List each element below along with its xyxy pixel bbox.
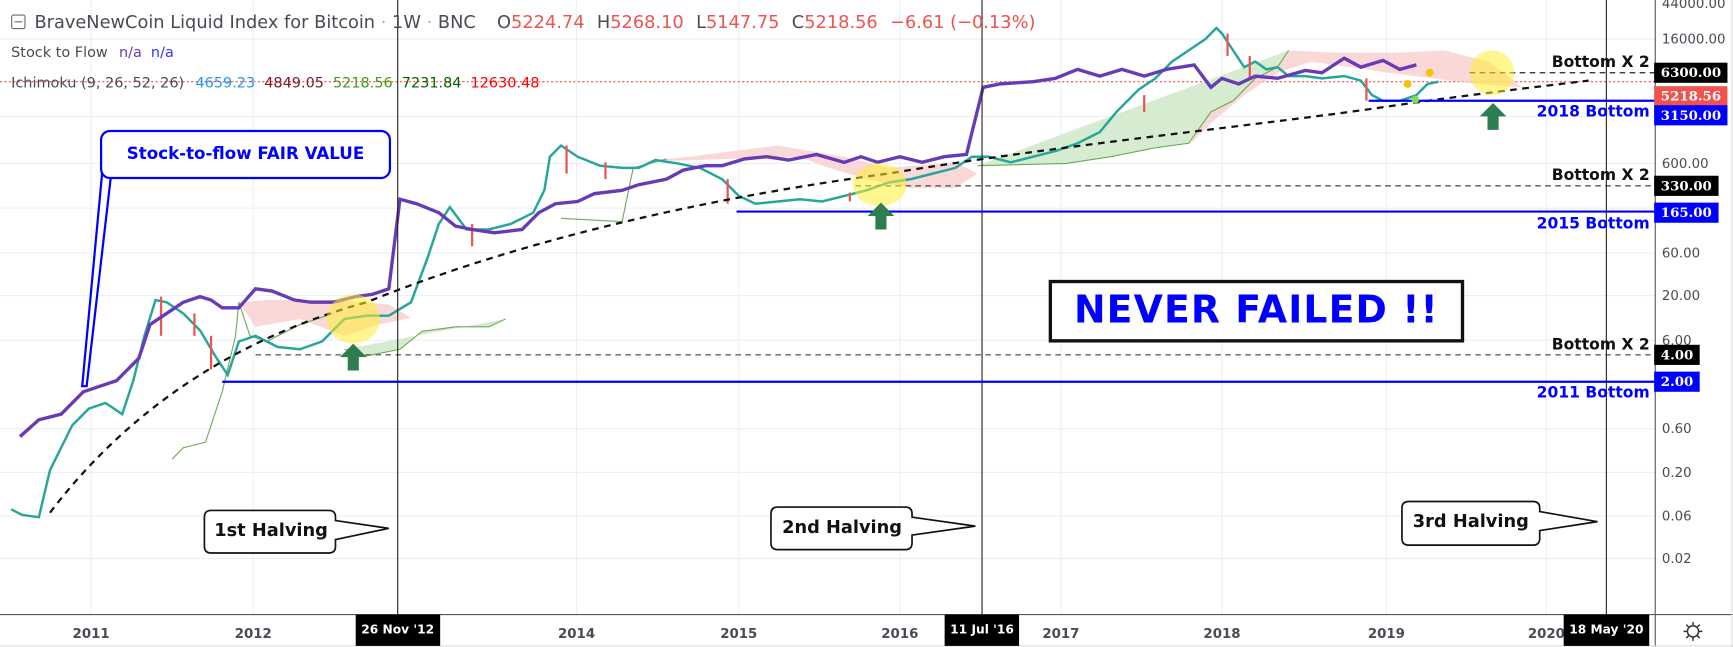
time-tick: 2016 [881, 625, 919, 642]
bottom-x2-2015-label: Bottom X 2 [1551, 166, 1650, 185]
time-tick: 2014 [558, 625, 596, 642]
price-tick: 60.00 [1661, 245, 1701, 261]
highlight-circles [326, 50, 1515, 344]
log-trendline [49, 79, 1589, 514]
symbol-legend: BraveNewCoin Liquid Index for Bitcoin · … [11, 11, 1035, 32]
time-tick: 2020 [1527, 625, 1565, 642]
halving-3-label: 3rd Halving [1412, 510, 1529, 532]
price-tag-165: 165.00 [1654, 202, 1719, 223]
interval[interactable]: 1W [392, 11, 421, 33]
settings-gear-icon[interactable] [1682, 620, 1704, 642]
up-arrow-icons [339, 102, 1507, 371]
price-tick: 0.02 [1661, 550, 1692, 567]
bottom-2011-label: 2011 Bottom [1536, 383, 1650, 402]
bottom-2015-label: 2015 Bottom [1536, 214, 1650, 233]
price-tag-6300: 6300.00 [1654, 62, 1728, 83]
high-value: 5268.10 [610, 11, 684, 33]
price-tick: 0.06 [1661, 508, 1692, 524]
date-tag-halving-3: 18 May '20 [1563, 614, 1650, 646]
stock-to-flow-line [18, 56, 1417, 438]
bottom-x2-2011-label: Bottom X 2 [1551, 335, 1650, 354]
ichimoku-legend[interactable]: Ichimoku (9, 26, 52, 26) 4659.23 4849.05… [11, 74, 540, 92]
price-tag-330: 330.00 [1654, 175, 1719, 196]
price-tick: 16000.00 [1661, 31, 1726, 48]
price-tick: 0.60 [1661, 420, 1692, 437]
open-value: 5224.74 [511, 11, 585, 33]
date-tag-halving-2: 11 Jul '16 [944, 614, 1020, 646]
price-tick: 44000.00 [1661, 0, 1726, 12]
price-tag-4: 4.00 [1654, 344, 1700, 365]
ichimoku-cloud [171, 50, 1522, 460]
price-series [10, 26, 1439, 519]
price-tick: 20.00 [1661, 287, 1701, 304]
price-tag-3150: 3150.00 [1654, 105, 1728, 126]
price-tick: 600.00 [1661, 155, 1709, 172]
stock-to-flow-legend[interactable]: Stock to Flow n/a n/a [11, 44, 174, 62]
change-value: −6.61 (−0.13%) [890, 11, 1036, 33]
price-tick: 0.20 [1661, 464, 1692, 481]
price-tag-last: 5218.56 [1654, 86, 1728, 107]
marker-dot [1425, 68, 1434, 77]
exchange: BNC [437, 11, 476, 33]
low-value: 5147.75 [705, 11, 780, 33]
time-tick: 2019 [1367, 625, 1405, 642]
price-tag-2: 2.00 [1654, 371, 1700, 392]
collapse-icon[interactable] [11, 14, 26, 30]
marker-dot [1403, 80, 1412, 88]
halving-1-label: 1st Halving [214, 519, 328, 541]
never-failed-label: NEVER FAILED !! [1048, 279, 1465, 343]
symbol-title: BraveNewCoin Liquid Index for Bitcoin [34, 11, 376, 33]
halving-lines [397, 0, 1607, 615]
bottom-2018-label: 2018 Bottom [1536, 102, 1650, 121]
marker-dot [1411, 95, 1420, 104]
halving-callouts [203, 500, 1598, 554]
time-tick: 2011 [72, 625, 110, 642]
price-tick: 6.00 [1661, 332, 1692, 349]
s2f-fair-value-callout: Stock-to-flow FAIR VALUE [99, 129, 392, 180]
halving-2-label: 2nd Halving [782, 516, 903, 538]
time-tick: 2018 [1203, 625, 1241, 642]
time-tick: 2012 [234, 625, 272, 642]
time-tick: 2017 [1042, 625, 1080, 642]
s2f-callout-pointer [80, 172, 113, 388]
date-tag-halving-1: 26 Nov '12 [355, 614, 440, 646]
bottom-x2-2018-label: Bottom X 2 [1551, 53, 1650, 72]
close-value: 5218.56 [804, 11, 878, 33]
time-tick: 2015 [720, 625, 758, 642]
